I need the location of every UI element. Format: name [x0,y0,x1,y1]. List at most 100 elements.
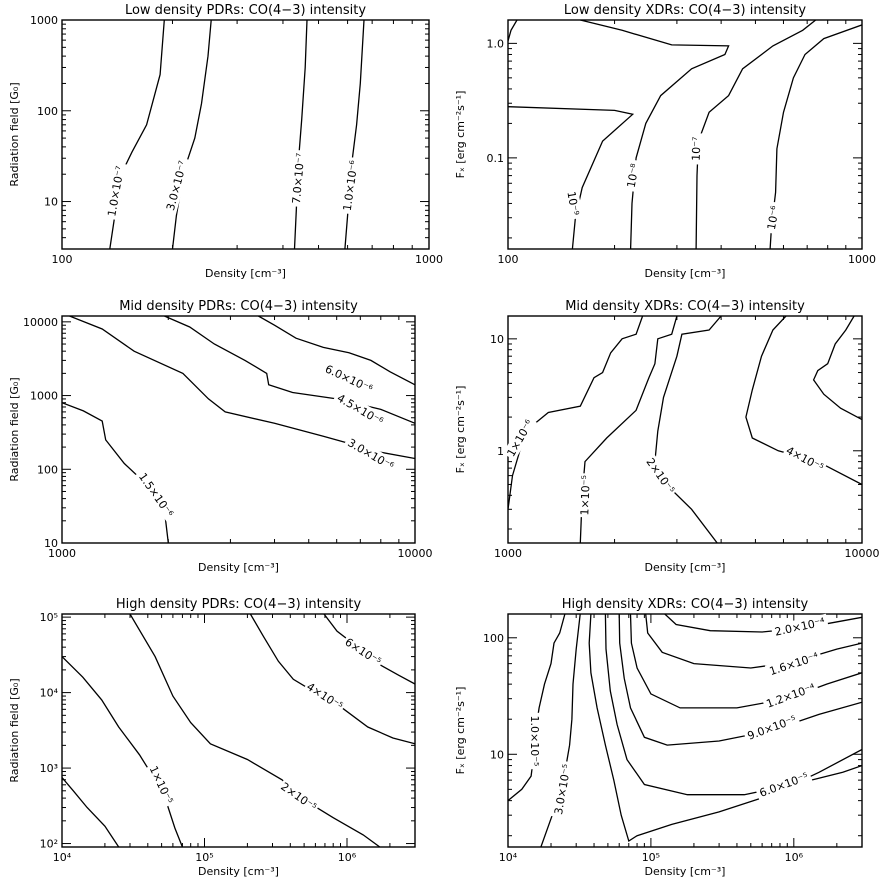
panel-title: High density PDRs: CO(4−3) intensity [116,597,362,612]
y-tick-label: 1000 [30,14,58,27]
contour-line-3 [293,20,308,249]
contour-line-2 [62,656,184,847]
svg-text:1×10⁻⁵: 1×10⁻⁵ [578,475,592,516]
contour-line-4 [258,316,415,386]
contour-line-1 [62,777,120,847]
x-tick-label: 100 [498,253,519,266]
plot-frame [507,19,863,250]
contour-line-5 [618,614,862,746]
panel-title: Low density PDRs: CO(4−3) intensity [125,3,366,18]
contour-line-8 [664,614,862,633]
contour-label-7: 1.6×10⁻⁴ [764,648,823,679]
svg-text:6.0×10⁻⁵: 6.0×10⁻⁵ [758,770,810,800]
x-axis-label: Density [cm⁻³] [198,865,279,878]
y-tick-label: 10⁵ [40,611,58,624]
y-tick-label: 10 [490,333,504,346]
x-tick-label: 10000 [398,547,433,560]
contour-line-3 [164,316,415,424]
x-tick-label: 10⁵ [195,851,213,864]
x-tick-label: 1000 [415,253,443,266]
contour-label-2: 3.0×10⁻⁷ [162,156,191,215]
svg-text:1×10⁻⁶: 1×10⁻⁶ [504,417,536,459]
contour-label-1: 10⁻⁹ [563,186,584,220]
panel-title: High density XDRs: CO(4−3) intensity [562,597,809,612]
svg-text:10⁻⁸: 10⁻⁸ [625,162,642,189]
svg-text:2×10⁻⁵: 2×10⁻⁵ [643,456,677,497]
svg-text:10⁻⁹: 10⁻⁹ [564,190,581,216]
contour-label-3: 2×10⁻⁵ [276,778,321,815]
contour-label-4: 6.0×10⁻⁶ [320,360,378,397]
contour-label-6: 1.2×10⁻⁴ [761,679,820,712]
contour-label-2: 1×10⁻⁵ [146,761,178,808]
contour-label-4: 4×10⁻⁵ [302,678,348,714]
contour-panel-5: High density PDRs: CO(4−3) intensity 10⁴ 1… [8,597,416,878]
y-axis-label: Radiation field [G₀] [8,82,21,186]
contour-line-2 [580,20,730,249]
x-tick-label: 100 [52,253,73,266]
contour-line-5 [812,316,862,421]
contour-panel-4: Mid density XDRs: CO(4−3) intensity 1000 1… [454,299,880,574]
y-tick-label: 1000 [30,390,58,403]
y-tick-label: 0.1 [487,152,505,165]
x-axis-label: Density [cm⁻³] [645,561,726,574]
contour-line-1 [508,614,566,802]
y-tick-label: 100 [37,105,58,118]
x-axis-label: Density [cm⁻³] [645,267,726,280]
plot-frame [61,19,430,250]
y-tick-label: 100 [483,632,504,645]
y-tick-label: 10 [44,537,58,550]
svg-text:10⁻⁷: 10⁻⁷ [690,136,704,161]
contour-panel-1: Low density PDRs: CO(4−3) intensity 100 10… [8,3,443,280]
contour-line-5 [508,20,518,42]
y-tick-label: 10 [490,748,504,761]
panel-title: Mid density XDRs: CO(4−3) intensity [565,299,805,314]
contour-label-4: 10⁻⁶ [763,201,783,235]
contour-label-2: 1×10⁻⁵ [577,473,593,518]
contour-label-1: 1.0×10⁻⁷ [103,162,128,221]
contour-label-2: 3.0×10⁻⁵ [550,760,575,819]
contour-label-4: 4×10⁻⁵ [782,442,828,476]
svg-text:6.0×10⁻⁶: 6.0×10⁻⁶ [323,362,375,396]
contour-label-8: 2.0×10⁻⁴ [770,613,829,640]
contour-line-1 [508,316,644,510]
contour-label-1: 1.0×10⁻⁵ [528,712,543,770]
contour-line-3 [588,614,862,843]
contour-line-1 [62,402,169,543]
contour-line-2 [579,316,678,543]
x-axis-label: Density [cm⁻³] [198,561,279,574]
contour-line-4 [249,614,415,745]
panel-title: Mid density PDRs: CO(4−3) intensity [119,299,358,314]
contour-line-2 [171,20,212,249]
x-tick-label: 10⁶ [785,851,804,864]
y-tick-label: 10000 [23,316,58,329]
contour-line-7 [645,614,862,669]
contour-line-6 [629,614,862,709]
svg-text:3.0×10⁻⁶: 3.0×10⁻⁶ [345,436,396,473]
svg-text:3.0×10⁻⁷: 3.0×10⁻⁷ [164,159,190,212]
contour-line-4 [604,614,862,796]
y-tick-label: 10 [44,196,58,209]
svg-text:2.0×10⁻⁴: 2.0×10⁻⁴ [774,615,827,638]
x-tick-label: 1000 [48,547,76,560]
y-axis-label: Fₓ [erg cm⁻²s⁻¹] [454,91,467,179]
plot-frame [507,613,863,848]
y-tick-label: 1 [497,445,504,458]
contour-label-1: 1.5×10⁻⁶ [134,467,179,522]
x-tick-label: 10⁴ [53,851,72,864]
contour-label-4: 1.0×10⁻⁶ [339,156,362,215]
x-tick-label: 1000 [848,253,876,266]
svg-text:4.5×10⁻⁶: 4.5×10⁻⁶ [335,391,386,428]
plot-frame [61,315,416,544]
plot-frame [507,315,863,544]
svg-text:6×10⁻⁵: 6×10⁻⁵ [342,635,383,668]
svg-text:4×10⁻⁵: 4×10⁻⁵ [784,444,826,474]
y-axis-label: Radiation field [G₀] [8,377,21,481]
y-tick-label: 1.0 [487,37,505,50]
svg-text:2×10⁻⁵: 2×10⁻⁵ [278,780,319,814]
svg-text:1.5×10⁻⁶: 1.5×10⁻⁶ [136,470,176,520]
contour-label-3: 10⁻⁷ [688,132,704,165]
contour-panel-2: Low density XDRs: CO(4−3) intensity 100 10… [454,3,876,280]
contour-label-4: 6.0×10⁻⁵ [754,768,813,801]
